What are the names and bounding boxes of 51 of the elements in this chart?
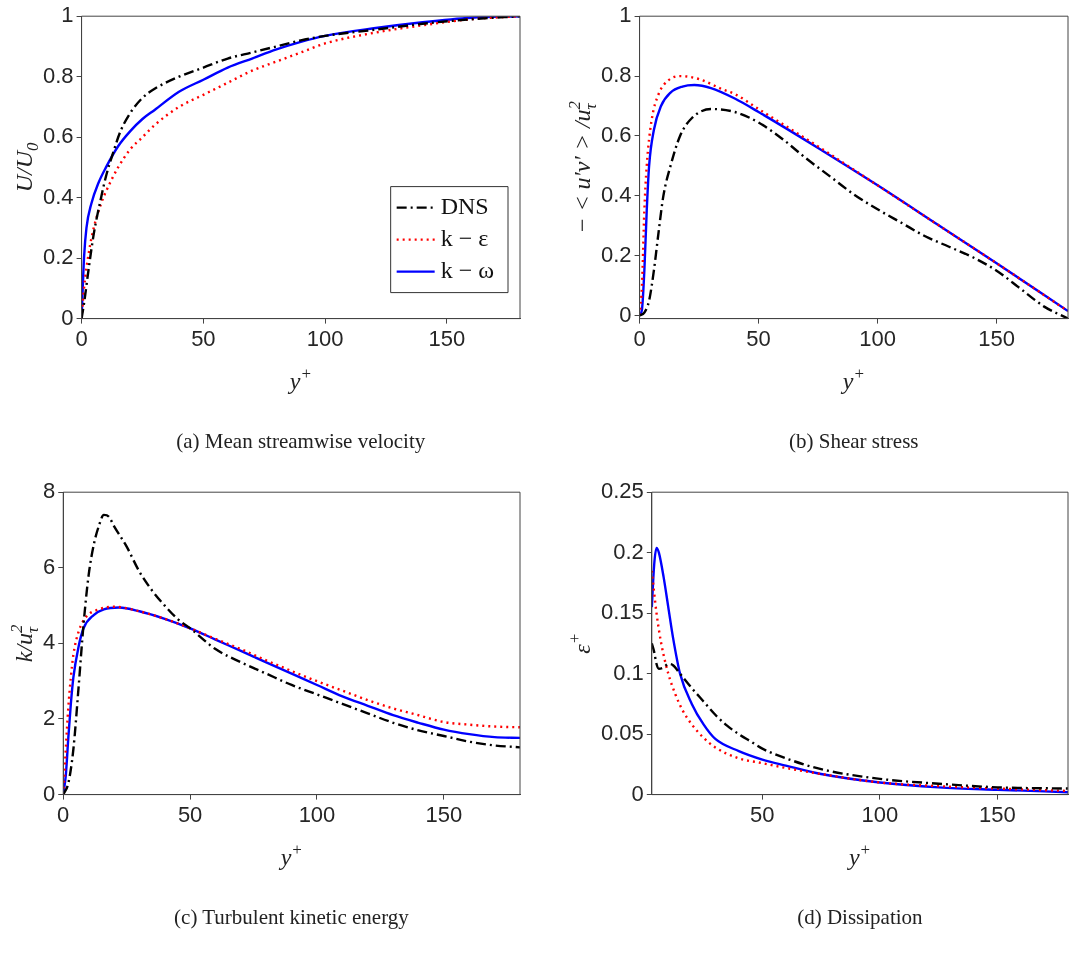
y-tick-label: 0.15 (600, 599, 644, 625)
x-tick-label: 100 (859, 325, 896, 351)
y-tick-label: 0.8 (600, 62, 632, 88)
y-tick-label: 0 (619, 301, 632, 327)
y-tick-label: 0.25 (600, 478, 644, 504)
y-axis-title: ε+ (565, 633, 596, 654)
y-tick-label: 0.2 (42, 244, 74, 270)
text: (c) Turbulent kinetic energy (174, 904, 410, 929)
x-tick-label: 50 (746, 325, 771, 351)
y-axis-title: U/U0 (11, 141, 43, 193)
y-tick-label: 0.6 (42, 123, 74, 149)
y-tick-label: 1 (619, 2, 632, 28)
y-tick-label: 1 (61, 2, 74, 28)
x-tick-label: 100 (306, 325, 344, 351)
x-tick-label: 50 (177, 801, 203, 827)
text: (a) Mean streamwise velocity (176, 428, 426, 453)
x-axis-title: y+ (287, 363, 312, 394)
legend-label: DNS (440, 192, 489, 219)
y-tick-label: 0.2 (613, 538, 644, 564)
legend-label: k − ω (440, 256, 495, 283)
y-tick-label: 0.8 (42, 62, 74, 88)
y-tick-label: 0 (42, 780, 56, 806)
y-tick-label: 6 (42, 553, 56, 579)
y-tick-label: 0.6 (600, 122, 632, 148)
x-tick-label: 150 (978, 325, 1015, 351)
y-tick-label: 2 (42, 705, 56, 731)
text: (d) Dissipation (797, 904, 924, 929)
y-axis-title: k/uτ2 (7, 623, 43, 663)
x-axis-title: y+ (840, 363, 865, 394)
y-tick-label: 0.4 (42, 183, 74, 209)
x-tick-label: 50 (191, 325, 216, 351)
x-tick-label: 150 (425, 801, 463, 827)
y-tick-label: 0 (61, 304, 74, 330)
x-tick-label: 50 (750, 801, 775, 827)
x-axis-title: y+ (278, 839, 303, 870)
y-tick-label: 8 (42, 478, 56, 504)
y-tick-label: 0.2 (600, 241, 632, 267)
text: (b) Shear stress (789, 428, 919, 453)
x-tick-label: 150 (428, 325, 466, 351)
y-axis-title: − < u′v′ > /uτ2 (565, 100, 601, 234)
x-axis-title: y+ (846, 839, 871, 870)
y-tick-label: 0 (631, 780, 644, 806)
legend-label: k − ε (440, 224, 489, 251)
x-tick-label: 150 (979, 801, 1016, 827)
y-tick-label: 4 (42, 629, 56, 655)
line-series (651, 642, 1068, 790)
y-tick-label: 0.1 (613, 659, 644, 685)
x-tick-label: 100 (861, 801, 899, 827)
y-tick-label: 0.05 (600, 720, 644, 746)
x-tick-label: 100 (298, 801, 336, 827)
y-tick-label: 0.4 (600, 181, 632, 207)
